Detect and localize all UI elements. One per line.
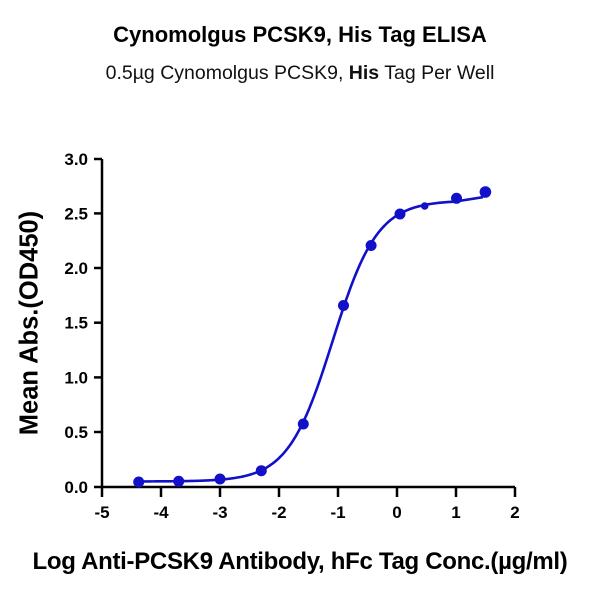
svg-text:2.5: 2.5 bbox=[64, 204, 88, 223]
svg-text:2.0: 2.0 bbox=[64, 259, 88, 278]
svg-text:-3: -3 bbox=[212, 503, 227, 522]
svg-text:2: 2 bbox=[510, 503, 519, 522]
svg-text:0: 0 bbox=[392, 503, 401, 522]
svg-text:-5: -5 bbox=[94, 503, 109, 522]
svg-text:1.0: 1.0 bbox=[64, 368, 88, 387]
svg-text:1.5: 1.5 bbox=[64, 314, 88, 333]
svg-text:0.5: 0.5 bbox=[64, 423, 88, 442]
svg-text:-1: -1 bbox=[330, 503, 345, 522]
svg-text:3.0: 3.0 bbox=[64, 150, 88, 169]
svg-text:1: 1 bbox=[451, 503, 460, 522]
svg-text:-2: -2 bbox=[271, 503, 286, 522]
svg-text:0.0: 0.0 bbox=[64, 478, 88, 497]
svg-text:-4: -4 bbox=[153, 503, 169, 522]
